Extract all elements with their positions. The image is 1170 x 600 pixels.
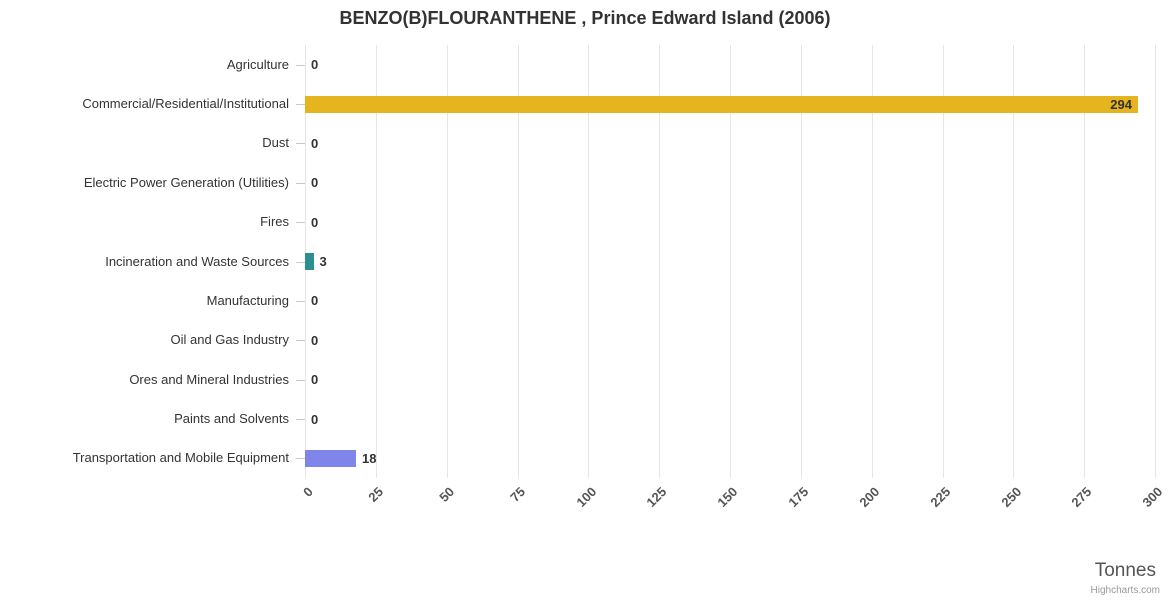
y-axis-tick bbox=[296, 301, 305, 302]
category-label: Incineration and Waste Sources bbox=[105, 253, 289, 269]
gridline bbox=[588, 45, 590, 478]
y-axis-tick bbox=[296, 143, 305, 144]
y-axis-tick bbox=[296, 340, 305, 341]
value-label: 0 bbox=[311, 332, 319, 348]
y-axis-tick bbox=[296, 380, 305, 381]
value-label: 0 bbox=[311, 372, 319, 388]
bar[interactable] bbox=[305, 253, 314, 270]
value-label: 0 bbox=[311, 135, 319, 151]
gridline bbox=[1155, 45, 1156, 478]
category-label: Commercial/Residential/Institutional bbox=[82, 96, 289, 111]
gridline bbox=[730, 45, 731, 478]
category-label: Agriculture bbox=[226, 56, 289, 72]
gridline bbox=[871, 45, 873, 478]
x-axis-tick-label: 175 bbox=[785, 484, 812, 510]
category-label: Ores and Mineral Industries bbox=[129, 371, 289, 387]
gridline bbox=[659, 45, 661, 478]
bar[interactable] bbox=[305, 95, 1138, 113]
category-label: Electric Power Generation (Utilities) bbox=[83, 174, 289, 190]
gridline bbox=[1013, 45, 1015, 478]
y-axis-tick bbox=[296, 183, 305, 184]
x-axis-tick-label: 125 bbox=[643, 484, 670, 510]
value-label: 3 bbox=[319, 254, 327, 269]
chart-title: BENZO(B)FLOURANTHENE , Prince Edward Isl… bbox=[339, 8, 831, 28]
y-axis-tick bbox=[296, 65, 305, 66]
category-label: Paints and Solvents bbox=[174, 411, 289, 426]
value-label: 18 bbox=[362, 450, 377, 466]
y-axis-tick bbox=[296, 458, 305, 459]
xaxis-title: Tonnes bbox=[1094, 560, 1156, 581]
x-axis-tick-label: 225 bbox=[927, 484, 954, 510]
x-axis-tick-label: 300 bbox=[1139, 484, 1166, 510]
x-axis-tick-label: 200 bbox=[856, 484, 883, 510]
category-label: Fires bbox=[260, 214, 289, 230]
gridline bbox=[800, 45, 802, 478]
category-label: Dust bbox=[262, 135, 289, 151]
x-axis-tick-label: 75 bbox=[507, 484, 529, 505]
value-label: 294 bbox=[1110, 96, 1132, 112]
gridline bbox=[517, 45, 519, 478]
category-label: Oil and Gas Industry bbox=[170, 332, 290, 348]
plot-area bbox=[305, 45, 1156, 478]
value-label: 0 bbox=[311, 214, 319, 230]
gridline bbox=[375, 45, 377, 478]
bar[interactable] bbox=[305, 449, 356, 467]
value-label: 0 bbox=[311, 411, 319, 427]
y-axis-tick bbox=[296, 222, 305, 223]
category-label: Transportation and Mobile Equipment bbox=[72, 450, 289, 466]
gridline bbox=[942, 45, 944, 478]
x-axis-tick-label: 25 bbox=[365, 484, 387, 505]
x-axis-tick-label: 275 bbox=[1068, 484, 1095, 510]
value-label: 0 bbox=[311, 57, 319, 73]
highcharts-credit-link[interactable]: Highcharts.com bbox=[1090, 585, 1160, 596]
x-axis-tick-label: 50 bbox=[436, 484, 458, 505]
category-label: Manufacturing bbox=[206, 292, 289, 308]
x-axis-tick-label: 0 bbox=[299, 484, 316, 500]
y-axis-tick bbox=[296, 104, 305, 105]
y-axis-tick bbox=[296, 262, 305, 263]
gridline bbox=[1084, 45, 1086, 478]
gridline bbox=[446, 45, 448, 478]
x-axis-tick-label: 100 bbox=[572, 484, 599, 510]
value-label: 0 bbox=[311, 293, 319, 309]
y-axis-tick bbox=[296, 419, 305, 420]
value-label: 0 bbox=[311, 175, 319, 191]
x-axis-tick-label: 150 bbox=[714, 484, 741, 510]
x-axis-tick-label: 250 bbox=[997, 484, 1024, 510]
